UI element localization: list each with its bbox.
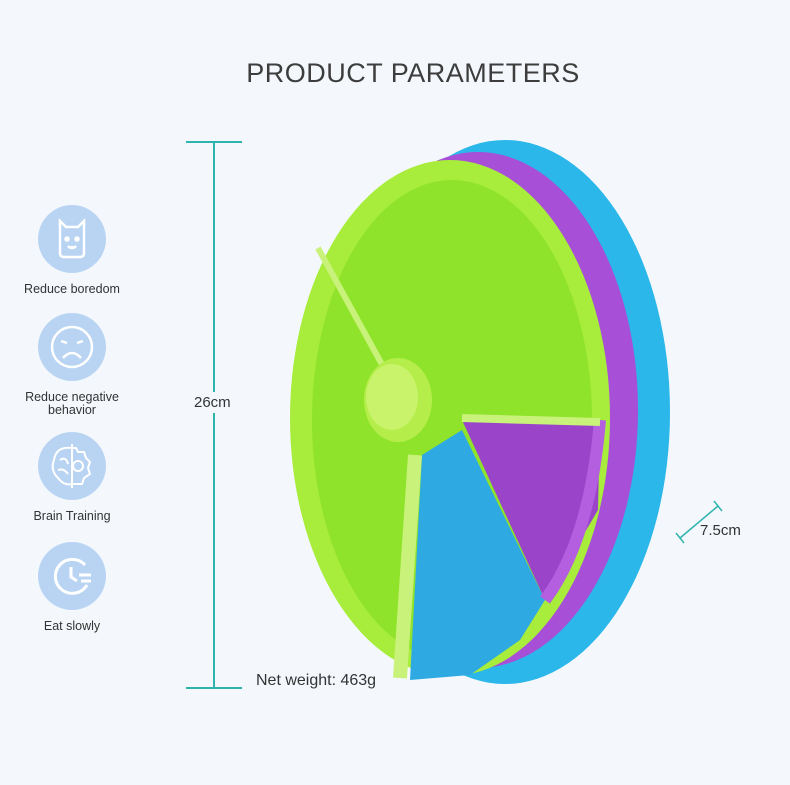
feature-label: Reduce negative behavior [25,390,119,417]
feature-label: Reduce boredom [24,282,120,296]
dog-face-icon [38,205,106,273]
feature-reduce-boredom: Reduce boredom [0,205,144,296]
page-title: PRODUCT PARAMETERS [246,58,580,88]
weight-label: Net weight: 463g [256,672,377,689]
feature-reduce-negative: Reduce negative behavior [0,313,144,417]
clock-icon [38,542,106,610]
dimension-line-height [679,505,719,539]
sad-face-icon [38,313,106,381]
dimension-bottom-cap [186,687,242,689]
feature-label: Brain Training [33,509,111,523]
feature-eat-slowly: Eat slowly [0,542,144,633]
feature-label: Eat slowly [43,619,101,633]
feature-brain-training: Brain Training [0,432,144,523]
blue-section [410,430,545,680]
diameter-label: 26cm [194,392,231,413]
brain-gear-icon [38,432,106,500]
dimension-line-vertical [213,142,215,688]
height-label: 7.5cm [700,522,741,539]
